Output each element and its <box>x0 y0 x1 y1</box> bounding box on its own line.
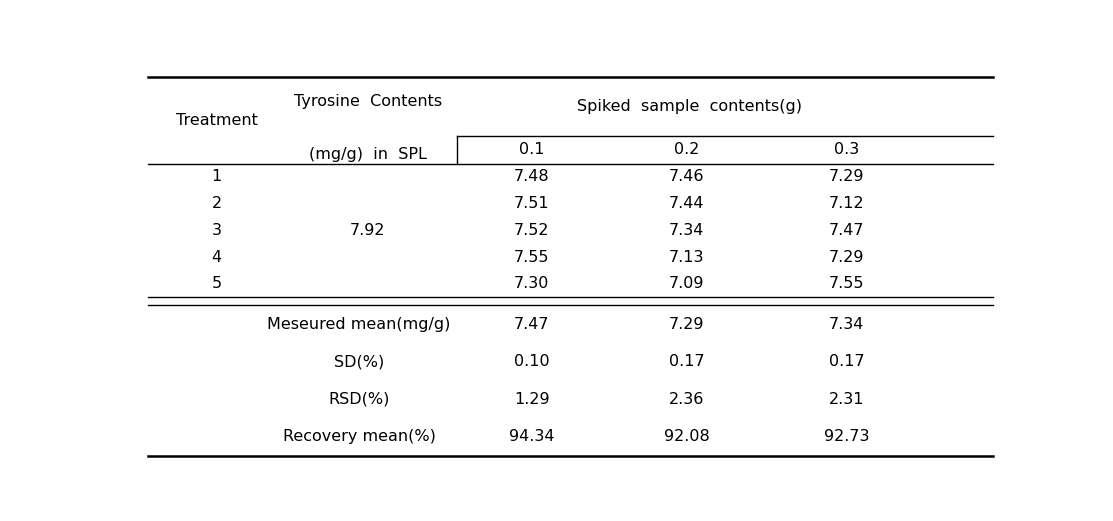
Text: 7.47: 7.47 <box>829 223 864 238</box>
Text: 7.44: 7.44 <box>669 196 705 211</box>
Text: 7.30: 7.30 <box>514 276 550 291</box>
Text: 2: 2 <box>211 196 221 211</box>
Text: 0.17: 0.17 <box>669 354 705 369</box>
Text: 7.92: 7.92 <box>349 223 385 238</box>
Text: 5: 5 <box>211 276 221 291</box>
Text: 7.55: 7.55 <box>829 276 864 291</box>
Text: 7.09: 7.09 <box>669 276 705 291</box>
Text: (mg/g)  in  SPL: (mg/g) in SPL <box>308 147 426 162</box>
Text: 7.13: 7.13 <box>669 250 705 265</box>
Text: 92.08: 92.08 <box>664 429 710 444</box>
Text: 7.47: 7.47 <box>514 317 550 331</box>
Text: 2.36: 2.36 <box>669 392 705 407</box>
Text: 7.51: 7.51 <box>514 196 550 211</box>
Text: 7.29: 7.29 <box>829 169 864 184</box>
Text: 7.34: 7.34 <box>829 317 864 331</box>
Text: 7.29: 7.29 <box>669 317 705 331</box>
Text: 3: 3 <box>211 223 221 238</box>
Text: 2.31: 2.31 <box>829 392 864 407</box>
Text: 7.55: 7.55 <box>514 250 550 265</box>
Text: Spiked  sample  contents(g): Spiked sample contents(g) <box>577 98 801 114</box>
Text: 94.34: 94.34 <box>509 429 554 444</box>
Text: Meseured mean(mg/g): Meseured mean(mg/g) <box>267 317 451 331</box>
Text: 0.3: 0.3 <box>834 142 859 157</box>
Text: 7.48: 7.48 <box>514 169 550 184</box>
Text: 7.52: 7.52 <box>514 223 550 238</box>
Text: 0.17: 0.17 <box>828 354 865 369</box>
Text: SD(%): SD(%) <box>334 354 384 369</box>
Text: 0.2: 0.2 <box>674 142 700 157</box>
Text: 7.46: 7.46 <box>669 169 705 184</box>
Text: RSD(%): RSD(%) <box>328 392 390 407</box>
Text: 4: 4 <box>211 250 221 265</box>
Text: 1: 1 <box>211 169 221 184</box>
Text: 7.12: 7.12 <box>828 196 865 211</box>
Text: 7.34: 7.34 <box>669 223 705 238</box>
Text: 92.73: 92.73 <box>824 429 869 444</box>
Text: 0.1: 0.1 <box>519 142 544 157</box>
Text: 1.29: 1.29 <box>514 392 550 407</box>
Text: Recovery mean(%): Recovery mean(%) <box>283 429 435 444</box>
Text: Tyrosine  Contents: Tyrosine Contents <box>294 94 442 109</box>
Text: Treatment: Treatment <box>176 113 258 128</box>
Text: 0.10: 0.10 <box>514 354 550 369</box>
Text: 7.29: 7.29 <box>829 250 864 265</box>
